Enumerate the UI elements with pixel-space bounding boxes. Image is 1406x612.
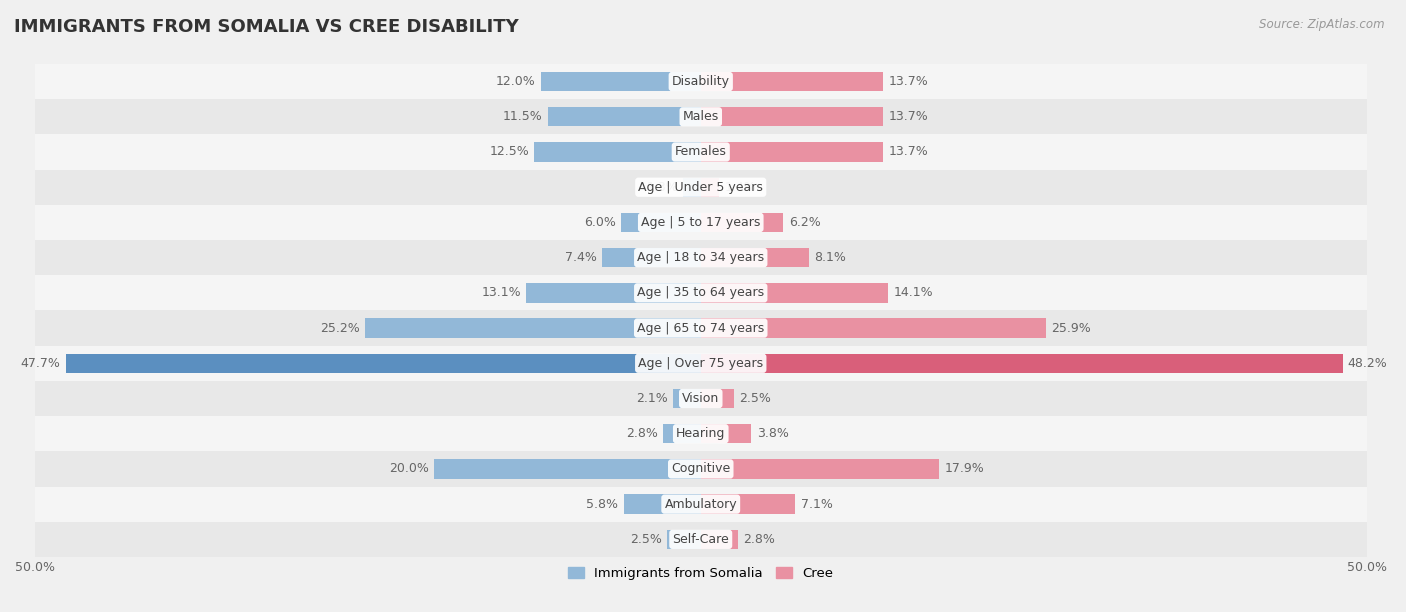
Bar <box>35 451 1367 487</box>
Bar <box>35 487 1367 522</box>
Text: 25.2%: 25.2% <box>321 321 360 335</box>
Text: Vision: Vision <box>682 392 720 405</box>
Text: 13.1%: 13.1% <box>481 286 522 299</box>
Bar <box>526 283 700 302</box>
Bar <box>547 107 700 127</box>
Text: 12.0%: 12.0% <box>496 75 536 88</box>
Text: 7.4%: 7.4% <box>565 251 598 264</box>
Bar <box>664 424 700 444</box>
Text: 25.9%: 25.9% <box>1050 321 1091 335</box>
Bar <box>35 64 1367 99</box>
Text: Age | 35 to 64 years: Age | 35 to 64 years <box>637 286 765 299</box>
Bar <box>623 494 700 514</box>
Bar <box>541 72 700 91</box>
Text: 2.8%: 2.8% <box>744 533 775 546</box>
Bar <box>700 424 751 444</box>
Text: Source: ZipAtlas.com: Source: ZipAtlas.com <box>1260 18 1385 31</box>
Text: 2.8%: 2.8% <box>626 427 658 440</box>
Text: Age | 18 to 34 years: Age | 18 to 34 years <box>637 251 765 264</box>
Bar <box>35 310 1367 346</box>
Bar <box>35 170 1367 205</box>
Text: 13.7%: 13.7% <box>889 75 928 88</box>
Text: 1.4%: 1.4% <box>724 181 756 194</box>
Bar <box>700 177 720 197</box>
Text: 2.5%: 2.5% <box>630 533 662 546</box>
Legend: Immigrants from Somalia, Cree: Immigrants from Somalia, Cree <box>568 567 834 580</box>
Text: Age | 5 to 17 years: Age | 5 to 17 years <box>641 216 761 229</box>
Bar <box>35 522 1367 557</box>
Text: 1.3%: 1.3% <box>647 181 678 194</box>
Text: IMMIGRANTS FROM SOMALIA VS CREE DISABILITY: IMMIGRANTS FROM SOMALIA VS CREE DISABILI… <box>14 18 519 36</box>
Bar <box>35 240 1367 275</box>
Text: Females: Females <box>675 146 727 159</box>
Text: 12.5%: 12.5% <box>489 146 529 159</box>
Text: 13.7%: 13.7% <box>889 110 928 123</box>
Text: 2.1%: 2.1% <box>636 392 668 405</box>
Text: 3.8%: 3.8% <box>756 427 789 440</box>
Bar <box>35 205 1367 240</box>
Text: 7.1%: 7.1% <box>800 498 832 510</box>
Bar <box>700 389 734 408</box>
Text: Ambulatory: Ambulatory <box>665 498 737 510</box>
Bar <box>66 354 700 373</box>
Bar <box>700 107 883 127</box>
Bar <box>700 143 883 162</box>
Text: 6.0%: 6.0% <box>583 216 616 229</box>
Text: 5.8%: 5.8% <box>586 498 619 510</box>
Text: 20.0%: 20.0% <box>389 463 429 476</box>
Bar <box>700 283 889 302</box>
Bar <box>35 346 1367 381</box>
Bar <box>700 459 939 479</box>
Text: 13.7%: 13.7% <box>889 146 928 159</box>
Text: Disability: Disability <box>672 75 730 88</box>
Text: 6.2%: 6.2% <box>789 216 820 229</box>
Bar <box>35 99 1367 135</box>
Bar <box>534 143 700 162</box>
Bar <box>434 459 700 479</box>
Bar <box>673 389 700 408</box>
Bar <box>700 213 783 232</box>
Bar <box>668 529 700 549</box>
Bar <box>35 381 1367 416</box>
Bar <box>35 135 1367 170</box>
Text: 2.5%: 2.5% <box>740 392 772 405</box>
Bar <box>700 72 883 91</box>
Text: Males: Males <box>683 110 718 123</box>
Text: Cognitive: Cognitive <box>671 463 730 476</box>
Bar <box>700 494 796 514</box>
Text: 47.7%: 47.7% <box>21 357 60 370</box>
Bar <box>700 529 738 549</box>
Text: 14.1%: 14.1% <box>894 286 934 299</box>
Text: Self-Care: Self-Care <box>672 533 730 546</box>
Bar <box>683 177 700 197</box>
Text: Age | Under 5 years: Age | Under 5 years <box>638 181 763 194</box>
Bar <box>35 275 1367 310</box>
Bar <box>700 318 1046 338</box>
Bar <box>602 248 700 267</box>
Bar <box>700 354 1343 373</box>
Text: 48.2%: 48.2% <box>1348 357 1388 370</box>
Bar <box>700 248 808 267</box>
Bar <box>35 416 1367 451</box>
Text: Hearing: Hearing <box>676 427 725 440</box>
Bar <box>366 318 700 338</box>
Text: 17.9%: 17.9% <box>945 463 984 476</box>
Text: Age | Over 75 years: Age | Over 75 years <box>638 357 763 370</box>
Text: Age | 65 to 74 years: Age | 65 to 74 years <box>637 321 765 335</box>
Text: 11.5%: 11.5% <box>502 110 543 123</box>
Text: 8.1%: 8.1% <box>814 251 846 264</box>
Bar <box>621 213 700 232</box>
